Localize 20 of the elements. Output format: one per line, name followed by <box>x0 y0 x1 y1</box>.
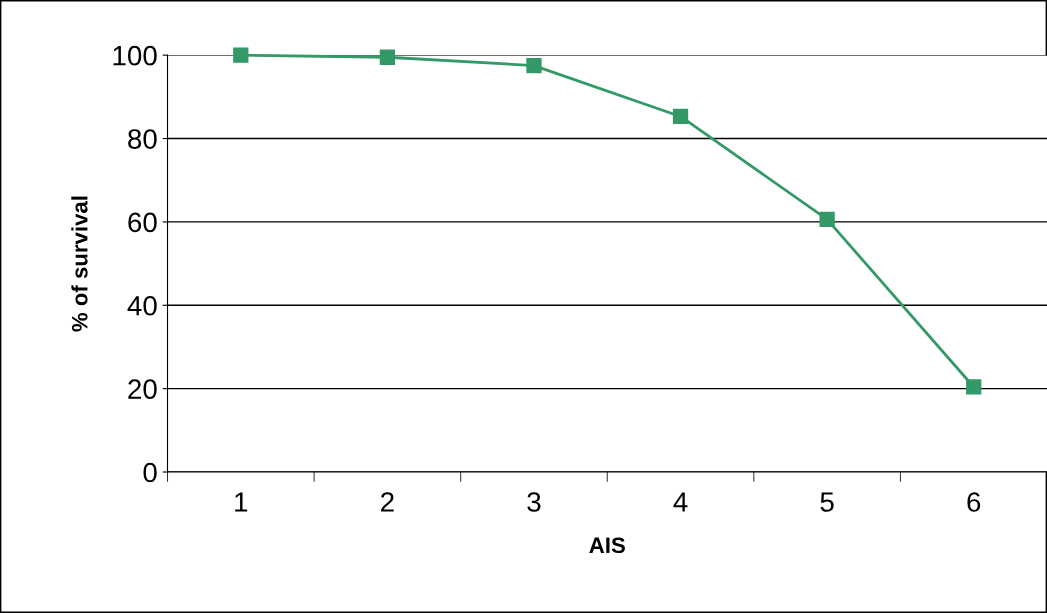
x-tick-label: 1 <box>235 492 248 512</box>
y-tick-label: 60 <box>128 212 157 233</box>
y-tick-label: 20 <box>128 379 157 399</box>
x-tick-label: 3 <box>527 492 541 512</box>
y-tick-label: 100 <box>113 45 157 66</box>
point <box>526 57 542 74</box>
point <box>672 108 689 125</box>
x-tick-label: 5 <box>820 492 834 512</box>
x-tick-label: 6 <box>967 492 981 512</box>
y-axis-title: % of survival <box>71 196 88 332</box>
point <box>379 49 396 65</box>
x-tick-label: 2 <box>381 492 394 512</box>
y-tick-label: 80 <box>128 129 157 149</box>
y-tick-label: 40 <box>127 295 157 316</box>
x-axis-title: AIS <box>589 537 625 554</box>
point <box>819 211 835 228</box>
y-tick-label: 0 <box>143 462 157 483</box>
point <box>233 47 249 63</box>
x-tick-label: 4 <box>673 492 688 512</box>
point <box>966 379 982 395</box>
